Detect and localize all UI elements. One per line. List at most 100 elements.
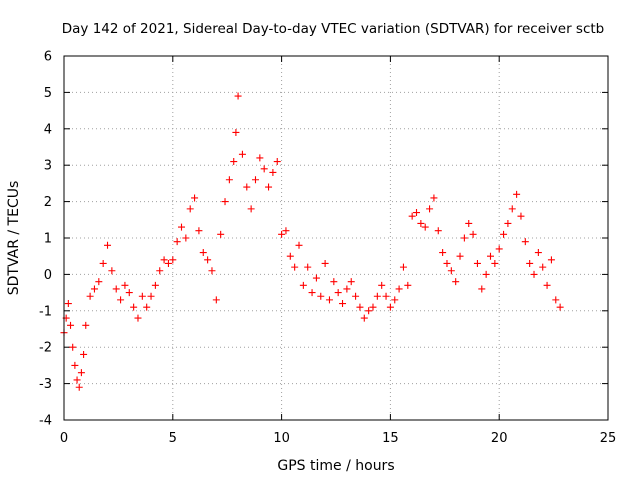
data-point (434, 227, 442, 235)
data-point (417, 219, 425, 227)
x-tick-labels: 0 5 10 15 20 25 (60, 431, 616, 446)
data-point (67, 321, 75, 329)
data-point (539, 263, 547, 271)
data-point (260, 165, 268, 173)
x-tick-label: 15 (382, 431, 399, 446)
data-point (95, 278, 103, 286)
data-point (452, 278, 460, 286)
data-point (208, 267, 216, 275)
y-tick-label: 2 (44, 195, 52, 210)
data-point (395, 285, 403, 293)
data-point (504, 219, 512, 227)
data-point (330, 278, 338, 286)
plot-frame (63, 55, 609, 421)
chart-title: Day 142 of 2021, Sidereal Day-to-day VTE… (62, 21, 605, 37)
data-point (169, 256, 177, 264)
x-tick-label: 5 (169, 431, 177, 446)
grid-lines (63, 55, 609, 421)
data-point (530, 270, 538, 278)
data-point (295, 241, 303, 249)
y-tick-label: -2 (39, 341, 52, 356)
data-point (491, 259, 499, 267)
y-tick-label: -4 (39, 414, 52, 429)
data-point (495, 245, 503, 253)
data-point (71, 361, 79, 369)
data-point (117, 296, 125, 304)
data-point (408, 212, 416, 220)
data-point (486, 252, 494, 260)
data-point (212, 296, 220, 304)
data-point (426, 205, 434, 213)
data-point (80, 350, 88, 358)
data-point (547, 256, 555, 264)
data-point (186, 205, 194, 213)
data-point (112, 285, 120, 293)
data-point (413, 209, 421, 217)
data-point (460, 234, 468, 242)
y-tick-label: 5 (44, 86, 52, 101)
data-point (282, 227, 290, 235)
data-point (469, 230, 477, 238)
data-point (90, 285, 98, 293)
data-point (312, 274, 320, 282)
data-point (552, 296, 560, 304)
data-point (86, 292, 94, 300)
data-point (238, 150, 246, 158)
data-point (130, 303, 138, 311)
data-point (147, 292, 155, 300)
data-point (73, 376, 81, 384)
data-point (430, 194, 438, 202)
data-point (243, 183, 251, 191)
data-point (138, 292, 146, 300)
data-point (64, 300, 72, 308)
data-point (99, 259, 107, 267)
y-tick-label: 1 (44, 232, 52, 247)
data-point (534, 249, 542, 257)
data-point (386, 303, 394, 311)
data-point (278, 230, 286, 238)
data-point (143, 303, 151, 311)
x-tick-label: 0 (60, 431, 68, 446)
data-point (556, 303, 564, 311)
data-point (234, 92, 242, 100)
data-point (360, 314, 368, 322)
x-axis-label: GPS time / hours (277, 458, 394, 474)
data-point (443, 259, 451, 267)
data-point (251, 176, 259, 184)
data-point (286, 252, 294, 260)
x-tick-label: 20 (491, 431, 508, 446)
data-point (304, 263, 312, 271)
data-point (369, 303, 377, 311)
data-point (151, 281, 159, 289)
data-point (308, 289, 316, 297)
data-point (273, 158, 281, 166)
data-point (334, 289, 342, 297)
data-point (108, 267, 116, 275)
data-point (478, 285, 486, 293)
data-point (517, 212, 525, 220)
y-tick-label: 4 (44, 122, 52, 137)
data-point (352, 292, 360, 300)
data-point (500, 230, 508, 238)
data-point (225, 176, 233, 184)
data-point (195, 227, 203, 235)
data-point (365, 307, 373, 315)
data-point (465, 219, 473, 227)
data-point (217, 230, 225, 238)
data-point (347, 278, 355, 286)
data-point (343, 285, 351, 293)
y-tick-label: 3 (44, 159, 52, 174)
y-axis-label: SDTVAR / TECUs (6, 181, 22, 296)
data-point (77, 369, 85, 377)
data-point (221, 198, 229, 206)
data-point (134, 314, 142, 322)
x-tick-label: 10 (273, 431, 290, 446)
data-point (356, 303, 364, 311)
data-point (291, 263, 299, 271)
data-point (156, 267, 164, 275)
data-point (421, 223, 429, 231)
data-point (230, 158, 238, 166)
y-tick-label: -3 (39, 377, 52, 392)
data-point (121, 281, 129, 289)
